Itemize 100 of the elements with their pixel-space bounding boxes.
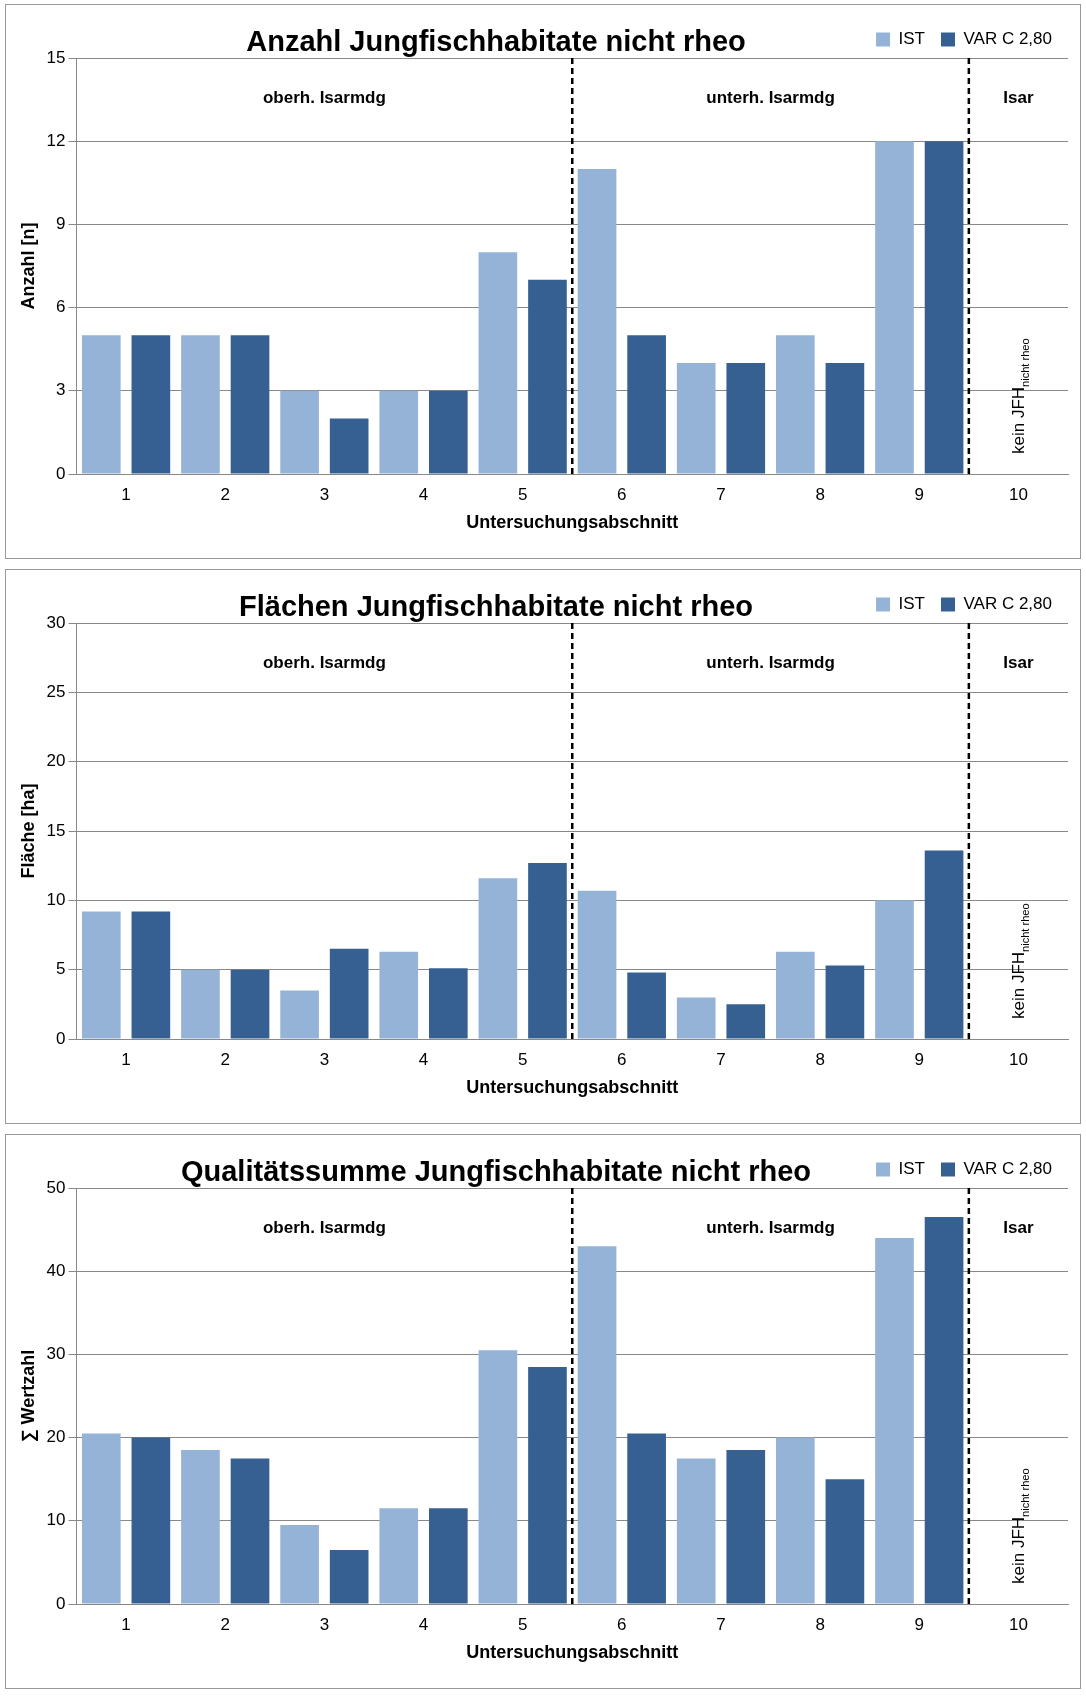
legend-label: VAR C 2,80 xyxy=(963,1159,1053,1179)
annotation: Isar xyxy=(1003,87,1034,107)
x-tick-label: 5 xyxy=(517,484,528,504)
y-tick-label: 10 xyxy=(46,1510,66,1530)
bar xyxy=(280,1524,319,1604)
bar xyxy=(379,390,419,474)
x-tick-label: 8 xyxy=(815,484,825,504)
x-tick-label: 1 xyxy=(121,1049,131,1069)
bar xyxy=(627,972,666,1039)
bar xyxy=(577,1246,617,1604)
bar xyxy=(329,948,369,1039)
bar xyxy=(875,1237,914,1604)
y-tick-label: 25 xyxy=(46,682,66,702)
bar xyxy=(379,951,419,1039)
y-tick-label: 5 xyxy=(56,959,66,979)
bar xyxy=(825,1479,865,1604)
x-tick-label: 9 xyxy=(914,1614,925,1634)
bar xyxy=(825,965,865,1039)
x-tick-label: 7 xyxy=(716,1614,726,1634)
annotation: unterh. Isarmdg xyxy=(706,1217,835,1237)
x-tick-label: 2 xyxy=(220,1614,230,1634)
bar xyxy=(81,1433,121,1604)
bar xyxy=(776,335,815,474)
y-tick-label: 10 xyxy=(46,890,66,910)
bar xyxy=(577,168,617,474)
y-tick-label: 3 xyxy=(56,380,66,400)
bar xyxy=(776,1437,815,1604)
x-axis-title: Untersuchungsabschnitt xyxy=(466,512,679,533)
legend-label: VAR C 2,80 xyxy=(963,29,1053,49)
annotation: unterh. Isarmdg xyxy=(706,87,835,107)
bar xyxy=(181,335,220,474)
y-tick-label: 9 xyxy=(56,214,66,234)
y-tick-label: 0 xyxy=(56,463,66,483)
bar xyxy=(329,1549,369,1604)
bar xyxy=(379,1508,419,1604)
x-tick-label: 4 xyxy=(418,1614,429,1634)
annotation: oberh. Isarmdg xyxy=(262,652,386,672)
x-tick-label: 4 xyxy=(418,484,429,504)
y-tick-label: 50 xyxy=(46,1177,66,1197)
annotation: oberh. Isarmdg xyxy=(262,1217,386,1237)
x-tick-label: 3 xyxy=(319,1614,330,1634)
bar xyxy=(131,335,171,474)
bar xyxy=(577,890,617,1039)
y-tick-label: 12 xyxy=(46,130,66,150)
y-tick-label: 20 xyxy=(46,751,66,771)
y-tick-label: 40 xyxy=(46,1260,66,1280)
x-axis-title: Untersuchungsabschnitt xyxy=(466,1642,679,1663)
x-tick-label: 5 xyxy=(517,1049,528,1069)
legend-label: IST xyxy=(898,29,925,49)
bar xyxy=(230,335,270,474)
x-tick-label: 8 xyxy=(815,1614,825,1634)
bar xyxy=(825,363,865,474)
x-tick-label: 10 xyxy=(1008,1614,1028,1634)
bar xyxy=(924,1217,964,1604)
bar xyxy=(478,252,518,474)
x-tick-label: 2 xyxy=(220,484,230,504)
x-tick-label: 5 xyxy=(517,1614,528,1634)
y-axis-title: Anzahl [n] xyxy=(17,222,38,310)
y-tick-label: 15 xyxy=(46,47,66,67)
x-tick-label: 6 xyxy=(617,1614,627,1634)
bar xyxy=(428,390,468,474)
bar xyxy=(875,141,914,474)
x-tick-label: 6 xyxy=(617,1049,627,1069)
bar xyxy=(627,1433,666,1604)
annotation: Isar xyxy=(1003,1217,1034,1237)
x-axis-title: Untersuchungsabschnitt xyxy=(466,1077,679,1098)
annotation: kein JFHnicht rheo xyxy=(1009,338,1031,454)
bar xyxy=(776,951,815,1039)
bar xyxy=(875,900,914,1039)
bar xyxy=(924,850,964,1039)
bar xyxy=(726,1450,766,1604)
annotation: Isar xyxy=(1003,652,1034,672)
bar xyxy=(131,1437,171,1604)
bar xyxy=(676,363,716,474)
bar xyxy=(280,990,319,1039)
x-tick-label: 1 xyxy=(121,1614,131,1634)
y-tick-label: 30 xyxy=(46,1344,66,1364)
x-tick-label: 6 xyxy=(617,484,627,504)
y-axis-title: ∑ Wertzahl xyxy=(17,1349,38,1443)
y-tick-label: 15 xyxy=(46,820,66,840)
bar xyxy=(676,997,716,1039)
chart-title: Qualitätssumme Jungfischhabitate nicht rheo xyxy=(179,1155,813,1188)
x-tick-label: 7 xyxy=(716,1049,726,1069)
y-tick-label: 6 xyxy=(56,297,66,317)
bar xyxy=(528,279,567,474)
y-tick-label: 30 xyxy=(46,612,66,632)
x-tick-label: 9 xyxy=(914,484,925,504)
annotation: oberh. Isarmdg xyxy=(262,87,386,107)
bar xyxy=(181,1450,220,1604)
bar xyxy=(478,1350,518,1604)
x-tick-label: 7 xyxy=(716,484,726,504)
legend-label: VAR C 2,80 xyxy=(963,594,1053,614)
bar xyxy=(329,418,369,474)
y-tick-label: 0 xyxy=(56,1593,66,1613)
x-tick-label: 2 xyxy=(220,1049,230,1069)
bar xyxy=(181,969,220,1039)
chart-title: Flächen Jungfischhabitate nicht rheo xyxy=(238,590,754,623)
x-tick-label: 10 xyxy=(1008,484,1028,504)
bar xyxy=(478,878,518,1039)
bar xyxy=(131,911,171,1039)
